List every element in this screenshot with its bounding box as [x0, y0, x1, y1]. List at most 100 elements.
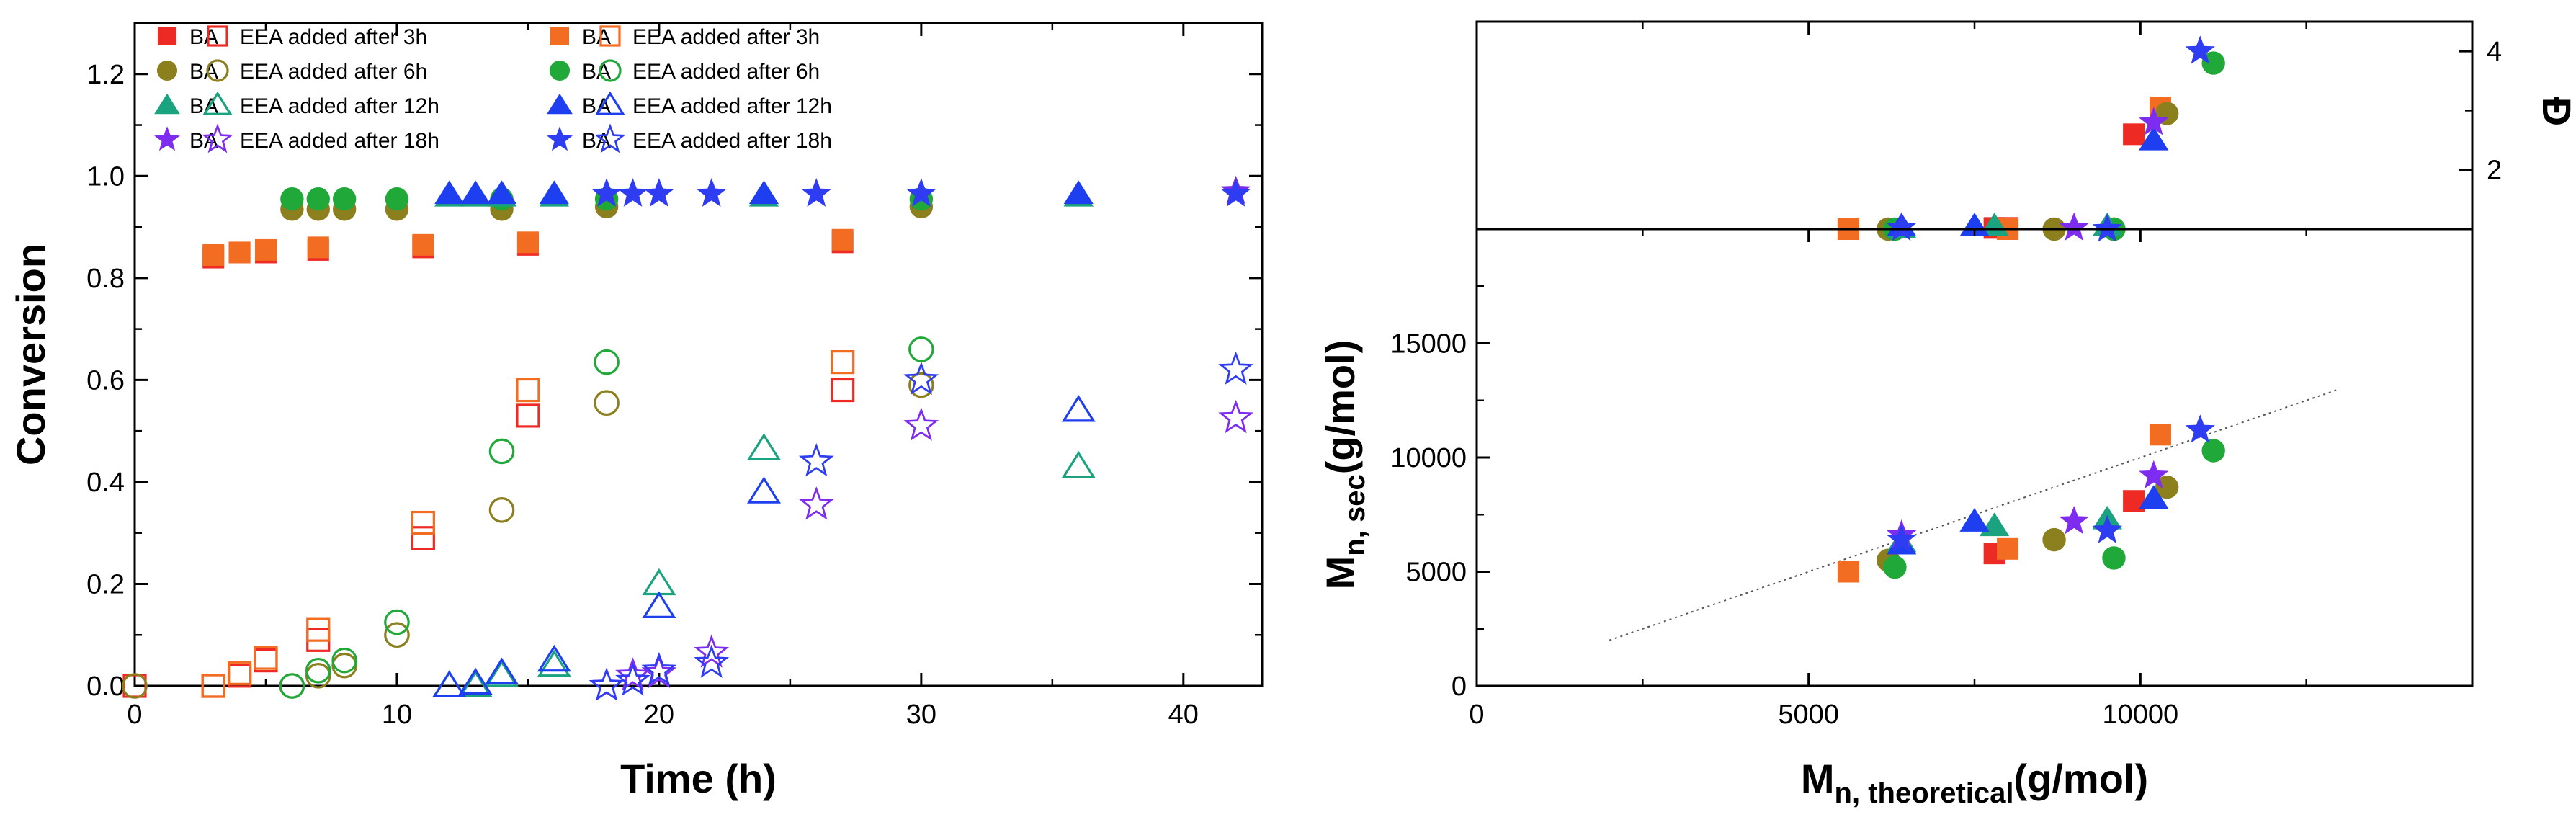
x-tick-label: 30 [906, 700, 936, 730]
y-tick-label: 2 [2487, 156, 2502, 186]
legend-label: BA [189, 129, 218, 153]
data-point [201, 674, 225, 698]
data-point [306, 617, 331, 642]
legend-marker [550, 27, 569, 45]
data-point [903, 361, 939, 396]
data-point [2201, 439, 2225, 463]
reference-line [1609, 388, 2340, 641]
y-tick-label: 15000 [1390, 329, 1467, 360]
data-point [594, 349, 620, 375]
data-point [1061, 450, 1096, 478]
data-point [485, 660, 519, 687]
x-tick-label: 0 [127, 700, 142, 730]
legend-label: EEA added after 18h [632, 129, 832, 153]
legend-marker [154, 93, 180, 115]
data-point [2155, 476, 2179, 499]
y-axis-label-sub: n, sec [1339, 474, 1371, 555]
legend-label: EEA added after 12h [632, 94, 832, 118]
data-point [2059, 506, 2089, 535]
data-point [2139, 460, 2169, 488]
data-point [746, 476, 782, 504]
legend-label: EEA added after 12h [240, 94, 439, 118]
data-point [615, 657, 650, 691]
dispersity-plot: 2 4 Đ [1475, 20, 2576, 242]
legend-label: EEA added after 3h [240, 25, 427, 49]
data-point [488, 497, 515, 523]
x-tick-label: 5000 [1778, 700, 1839, 730]
data-point [2042, 527, 2066, 552]
y-tick-label: 0 [1452, 671, 1467, 702]
legend-marker [202, 91, 233, 115]
data-point [831, 378, 855, 403]
data-point [591, 178, 622, 207]
plot-frame [1475, 228, 2474, 687]
data-point [1061, 395, 1096, 422]
y-axis-label: Mn, sec(g/mol) [1318, 340, 1371, 590]
y-axis-label-unit: (g/mol) [1318, 340, 1363, 475]
data-point [798, 443, 834, 477]
data-point [305, 663, 331, 689]
data-point [617, 178, 648, 207]
y-tick-label: 0.4 [86, 468, 125, 498]
x-tick-label: 10 [382, 700, 412, 730]
data-point [412, 233, 434, 256]
data-point [516, 378, 540, 403]
data-point [227, 661, 252, 685]
data-point [332, 187, 357, 211]
y-tick-label: 0.0 [86, 671, 125, 702]
data-point [122, 673, 148, 699]
data-point [798, 486, 834, 520]
y-axis-label-main: M [1318, 556, 1363, 590]
y-tick-label: 5000 [1405, 558, 1467, 588]
data-point [1883, 555, 1907, 579]
data-point [279, 673, 305, 699]
data-point [801, 178, 831, 207]
data-point [2185, 35, 2215, 64]
dispersity-axis-label: Đ [2534, 97, 2576, 126]
x-tick-label: 0 [1469, 700, 1484, 730]
data-point [644, 178, 674, 207]
data-point [2149, 424, 2171, 446]
x-tick-label: 40 [1168, 700, 1199, 730]
legend-label: EEA added after 18h [240, 129, 439, 153]
data-point [2185, 414, 2215, 443]
data-point [460, 180, 491, 205]
legend-marker [547, 93, 573, 115]
data-point [228, 241, 251, 264]
legend-marker [202, 123, 233, 153]
data-point [908, 372, 934, 398]
data-point [1887, 524, 1917, 553]
legend-marker [158, 27, 176, 45]
y-tick-label: 0.8 [86, 264, 125, 294]
data-point [694, 634, 730, 668]
legend-label: EEA added after 6h [240, 60, 427, 84]
y-tick-label: 4 [2487, 37, 2502, 67]
data-point [384, 622, 410, 648]
x-axis-label: Mn, theoretical(g/mol) [1801, 756, 2148, 809]
legend-marker [154, 126, 180, 151]
data-point [537, 644, 571, 672]
data-point [615, 662, 650, 696]
data-point [1218, 399, 1253, 434]
x-axis-label-unit: (g/mol) [2013, 756, 2148, 801]
conversion-plot: 0 10 20 30 40 0.0 0.2 0.4 0.6 0.8 1.0 1.2 Time (h) Co… [8, 22, 1264, 801]
data-point [432, 670, 467, 697]
data-point [486, 180, 517, 205]
legend-marker [206, 59, 229, 82]
data-point [254, 238, 277, 261]
y-axis-label: Conversion [8, 244, 53, 465]
data-point [1837, 561, 1859, 583]
data-point [458, 670, 493, 697]
data-point [903, 407, 939, 441]
data-point [642, 591, 676, 618]
data-point [694, 644, 730, 678]
legend-label: BA [582, 129, 611, 153]
data-point [1980, 213, 2010, 236]
data-point [202, 244, 225, 266]
data-point [485, 657, 519, 684]
legend-marker [156, 60, 178, 81]
data-point [280, 187, 304, 211]
legend-marker [599, 59, 622, 82]
legend-marker [599, 25, 621, 47]
